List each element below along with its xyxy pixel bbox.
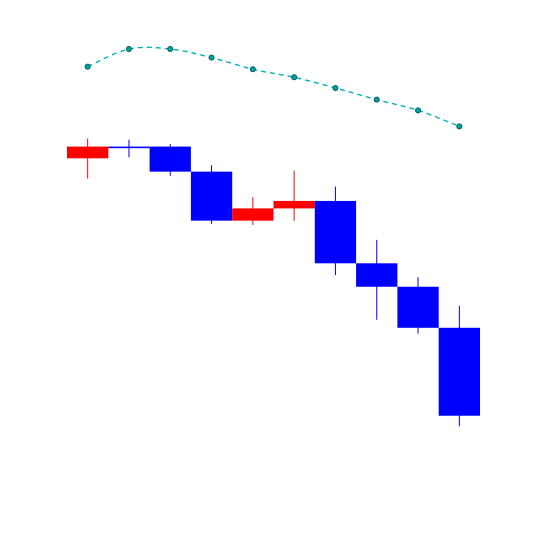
candle-body-10 [438, 327, 480, 416]
candles-layer [67, 138, 480, 427]
candle-body-9 [397, 286, 439, 328]
overlay-point-4 [208, 54, 215, 61]
overlay-point-10 [456, 123, 463, 130]
overlay-point-3 [167, 46, 174, 53]
candle-body-1 [67, 146, 109, 159]
candle-body-3 [149, 146, 191, 172]
overlay-point-7 [332, 84, 339, 91]
candle-body-7 [314, 200, 357, 264]
candle-body-5 [232, 208, 274, 221]
overlay-point-2 [125, 46, 132, 53]
overlay-point-1 [84, 63, 91, 70]
overlay-point-8 [373, 96, 380, 103]
candle-body-4 [190, 171, 233, 221]
candle-body-6 [273, 200, 315, 209]
overlay-point-5 [249, 66, 256, 73]
overlay-point-9 [415, 107, 422, 114]
overlay-series-line-1 [87, 46, 460, 127]
overlay-point-6 [291, 74, 298, 81]
overlay-layer [84, 46, 463, 130]
candle-body-8 [356, 263, 398, 287]
candle-body-2 [108, 146, 150, 149]
